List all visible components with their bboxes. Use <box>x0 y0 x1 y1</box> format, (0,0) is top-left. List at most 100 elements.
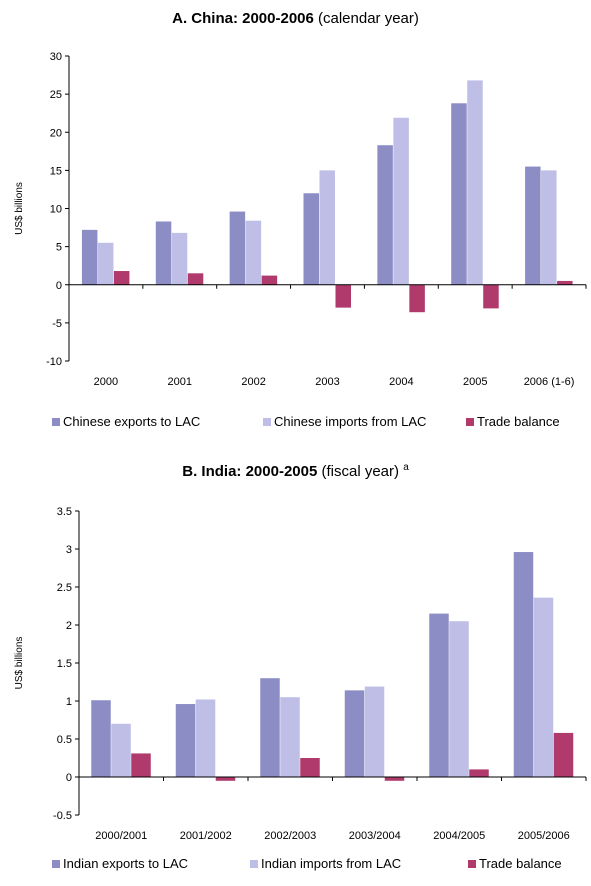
legend-swatch-exports <box>52 417 60 426</box>
bar-imports <box>111 723 131 777</box>
chart-b-legend: Indian exports to LAC Indian imports fro… <box>0 856 591 876</box>
y-tick-label: -10 <box>46 356 62 368</box>
bar-imports <box>364 686 385 777</box>
bar-exports <box>81 229 98 285</box>
bar-exports <box>91 700 111 777</box>
chart-b-title: B. India: 2000-2005 (fiscal year) a <box>0 462 591 480</box>
y-tick-label: 3.5 <box>57 506 72 518</box>
chart-a-title-rest: (calendar year) <box>313 10 419 27</box>
legend-item-exports: Indian exports to LAC <box>52 856 188 871</box>
y-tick-label: 1 <box>66 696 72 708</box>
bar-balance <box>557 280 573 285</box>
bar-imports <box>533 597 554 777</box>
y-tick-label: -5 <box>52 318 62 330</box>
bar-balance <box>409 284 425 313</box>
x-tick-label: 2004 <box>389 376 413 388</box>
x-tick-label: 2004/2005 <box>433 830 485 842</box>
y-tick-label: -0.5 <box>53 810 72 822</box>
bar-exports <box>429 613 449 777</box>
y-tick-label: 5 <box>56 242 62 254</box>
y-tick-label: 2 <box>66 620 72 632</box>
y-tick-label: 1.5 <box>57 658 72 670</box>
x-tick-label: 2006 (1-6) <box>524 376 575 388</box>
y-tick-label: 0 <box>56 280 62 292</box>
bar-balance <box>187 273 204 285</box>
x-tick-label: 2003 <box>315 376 339 388</box>
x-tick-label: 2002/2003 <box>264 830 316 842</box>
bar-balance <box>261 275 278 285</box>
bar-exports <box>260 678 280 777</box>
y-axis-title: US$ billions <box>14 637 25 690</box>
legend-item-balance: Trade balance <box>468 856 562 871</box>
legend-label: Chinese imports from LAC <box>274 414 427 429</box>
bar-exports <box>229 211 246 285</box>
bar-exports <box>377 145 393 285</box>
bar-imports <box>171 232 188 285</box>
x-tick-label: 2002 <box>241 376 265 388</box>
bar-imports <box>97 242 114 285</box>
legend-label: Trade balance <box>479 856 562 871</box>
legend-swatch-exports <box>52 859 60 868</box>
y-tick-label: 30 <box>50 51 62 63</box>
y-axis-title: US$ billions <box>14 182 25 235</box>
chart-b: US$ billions -0.5 0 0.5 1 1.5 2 2.5 3 3.5 2000/200… <box>14 506 587 842</box>
bar-exports <box>451 103 467 285</box>
x-tick-label: 2000 <box>94 376 118 388</box>
bar-exports <box>175 704 196 777</box>
bar-imports <box>449 621 469 777</box>
bar-balance <box>483 284 499 309</box>
chart-a-legend: Chinese exports to LAC Chinese imports f… <box>0 414 591 434</box>
legend-swatch-imports <box>263 417 271 426</box>
x-tick-label: 2003/2004 <box>349 830 401 842</box>
bar-imports <box>195 699 216 777</box>
y-tick-label: 0.5 <box>57 734 72 746</box>
y-tick-label: 10 <box>50 204 62 216</box>
legend-label: Trade balance <box>477 414 560 429</box>
legend-swatch-balance <box>466 417 474 426</box>
bar-exports <box>344 690 365 777</box>
bar-imports <box>319 170 335 285</box>
legend-label: Indian exports to LAC <box>63 856 189 871</box>
chart-a: US$ billions -10 -5 0 5 10 15 20 25 30 2000 2001 200… <box>14 51 587 388</box>
bar-imports <box>245 220 262 285</box>
bar-balance <box>113 271 130 285</box>
bar-exports <box>155 221 172 285</box>
x-tick-label: 2000/2001 <box>95 830 147 842</box>
legend-item-balance: Trade balance <box>466 414 560 429</box>
legend-swatch-balance <box>468 859 476 868</box>
y-tick-label: 3 <box>66 544 72 556</box>
bar-balance <box>131 753 151 777</box>
chart-a-title-bold: A. China: 2000-2006 <box>172 10 314 27</box>
x-tick-label: 2005 <box>463 376 487 388</box>
y-tick-label: 25 <box>50 89 62 101</box>
bar-imports <box>280 697 300 777</box>
chart-b-title-rest: (fiscal year) <box>317 463 400 480</box>
bar-exports <box>303 193 319 285</box>
legend-label: Chinese exports to LAC <box>63 414 201 429</box>
legend-label: Indian imports from LAC <box>261 856 402 871</box>
y-tick-label: 20 <box>50 127 62 139</box>
x-tick-label: 2001 <box>168 376 192 388</box>
bar-balance <box>215 777 236 781</box>
chart-a-title: A. China: 2000-2006 (calendar year) <box>0 10 591 27</box>
y-tick-label: 15 <box>50 165 62 177</box>
y-tick-label: 0 <box>66 772 72 784</box>
legend-item-imports: Chinese imports from LAC <box>263 414 426 429</box>
bar-balance <box>553 732 574 777</box>
chart-b-title-footnote: a <box>403 462 409 473</box>
legend-item-imports: Indian imports from LAC <box>250 856 401 871</box>
bar-exports <box>513 552 534 777</box>
bar-exports <box>525 166 541 285</box>
y-tick-label: 2.5 <box>57 582 72 594</box>
bar-imports <box>541 170 557 285</box>
x-tick-label: 2005/2006 <box>518 830 570 842</box>
x-tick-label: 2001/2002 <box>180 830 232 842</box>
bar-balance <box>384 777 405 781</box>
bar-imports <box>393 117 409 285</box>
legend-swatch-imports <box>250 859 258 868</box>
chart-b-title-bold: B. India: 2000-2005 <box>182 463 318 480</box>
bar-balance <box>335 284 351 308</box>
bar-imports <box>467 80 483 285</box>
bar-balance <box>469 769 489 777</box>
bar-balance <box>300 758 320 777</box>
